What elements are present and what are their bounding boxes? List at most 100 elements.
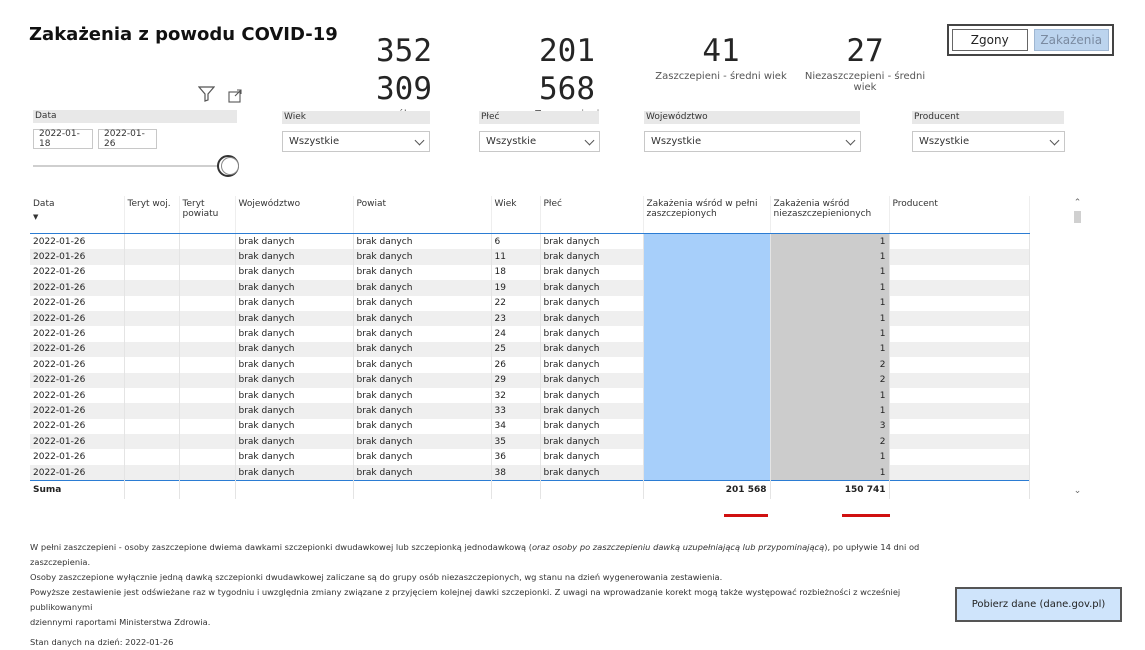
table-row[interactable]: 2022-01-26 brak danych brak danych 23 brak d… <box>30 310 1030 327</box>
cell-producer <box>889 434 1030 450</box>
cell-sex: brak danych <box>540 449 644 465</box>
deaths-toggle-button[interactable]: Zgony <box>952 29 1028 51</box>
producer-filter-label: Producent <box>912 111 1064 124</box>
kpi-unvaccinated-avg-age: 27 Niezaszczepieni - średni wiek <box>795 32 935 93</box>
cell-teryt-powiatu <box>179 434 236 450</box>
cell-teryt-powiatu <box>179 295 236 311</box>
view-toggle: Zgony Zakażenia <box>947 24 1114 56</box>
cell-teryt-powiatu <box>179 403 236 419</box>
table-row[interactable]: 2022-01-26 brak danych brak danych 11 brak d… <box>30 249 1030 265</box>
age-filter: Wiek <box>282 111 430 124</box>
voivodeship-select[interactable]: Wszystkie <box>644 131 861 152</box>
table-row[interactable]: 2022-01-26 brak danych brak danych 26 brak d… <box>30 357 1030 373</box>
cell-vaccinated-infections <box>643 464 771 481</box>
cell-teryt-powiatu <box>179 326 236 342</box>
voivodeship-select-value: Wszystkie <box>651 136 702 147</box>
date-to-input[interactable]: 2022-01-26 <box>98 129 157 149</box>
cell-producer <box>889 403 1030 419</box>
cell-unvaccinated-infections: 1 <box>770 280 890 296</box>
chevron-up-icon[interactable]: ⌃ <box>1073 198 1082 208</box>
cell-voivodeship: brak danych <box>235 280 354 296</box>
producer-select[interactable]: Wszystkie <box>912 131 1065 152</box>
cell-vaccinated-infections <box>643 264 771 281</box>
table-row[interactable]: 2022-01-26 brak danych brak danych 18 brak d… <box>30 264 1030 281</box>
table-row[interactable]: 2022-01-26 brak danych brak danych 19 brak d… <box>30 280 1030 296</box>
table-scrollbar[interactable]: ⌃ ⌄ <box>1071 198 1084 498</box>
cell-voivodeship: brak danych <box>235 449 354 465</box>
col-header-date[interactable]: Data ▼ <box>30 196 125 234</box>
cell-date: 2022-01-26 <box>30 434 125 450</box>
cell-teryt-woj <box>124 403 180 419</box>
cell-voivodeship: brak danych <box>235 464 354 481</box>
col-header-age[interactable]: Wiek <box>491 196 541 234</box>
col-header-unvaccinated-infections[interactable]: Zakażenia wśród niezaszczepienionych <box>770 196 890 234</box>
filter-icon[interactable] <box>197 86 216 106</box>
cell-teryt-woj <box>124 434 180 450</box>
cell-date: 2022-01-26 <box>30 326 125 342</box>
col-header-vaccinated-infections[interactable]: Zakażenia wśród w pełni zaszczepionych <box>643 196 771 234</box>
data-table: Data ▼ Teryt woj. Teryt powiatu Województ… <box>30 196 1030 500</box>
sum-unvaccinated: 150 741 <box>770 480 890 500</box>
cell-powiat: brak danych <box>353 418 492 435</box>
cell-teryt-powiatu <box>179 249 236 265</box>
cell-powiat: brak danych <box>353 357 492 373</box>
cell-voivodeship: brak danych <box>235 249 354 265</box>
cell-date: 2022-01-26 <box>30 403 125 419</box>
cell-unvaccinated-infections: 2 <box>770 372 890 388</box>
table-row[interactable]: 2022-01-26 brak danych brak danych 36 brak d… <box>30 449 1030 465</box>
cell-unvaccinated-infections: 1 <box>770 326 890 342</box>
cell-sex: brak danych <box>540 233 644 250</box>
cell-sex: brak danych <box>540 434 644 450</box>
table-row[interactable]: 2022-01-26 brak danych brak danych 38 brak d… <box>30 464 1030 481</box>
table-row[interactable]: 2022-01-26 brak danych brak danych 34 brak d… <box>30 418 1030 435</box>
col-header-sex[interactable]: Płeć <box>540 196 644 234</box>
table-row[interactable]: 2022-01-26 brak danych brak danych 24 brak d… <box>30 326 1030 342</box>
kpi-unvaccinated-avg-age-label: Niezaszczepieni - średni wiek <box>804 71 926 93</box>
infections-toggle-button[interactable]: Zakażenia <box>1033 29 1109 51</box>
date-from-input[interactable]: 2022-01-18 <box>33 129 93 149</box>
table-row[interactable]: 2022-01-26 brak danych brak danych 29 brak d… <box>30 372 1030 388</box>
cell-producer <box>889 249 1030 265</box>
cell-sex: brak danych <box>540 418 644 435</box>
sex-select[interactable]: Wszystkie <box>479 131 600 152</box>
cell-voivodeship: brak danych <box>235 387 354 404</box>
footnotes: W pełni zaszczepieni - osoby zaszczepion… <box>30 540 960 650</box>
cell-vaccinated-infections <box>643 357 771 373</box>
expand-icon[interactable] <box>228 88 243 107</box>
kpi-unvaccinated-avg-age-value: 27 <box>846 33 884 69</box>
chevron-down-icon[interactable]: ⌄ <box>1073 486 1082 496</box>
kpi-vaccinated-avg-age: 41 Zaszczepieni - średni wiek <box>655 32 787 82</box>
cell-sex: brak danych <box>540 357 644 373</box>
cell-age: 36 <box>491 449 541 465</box>
table-row[interactable]: 2022-01-26 brak danych brak danych 22 brak d… <box>30 295 1030 311</box>
cell-date: 2022-01-26 <box>30 264 125 281</box>
sex-select-value: Wszystkie <box>486 136 537 147</box>
col-header-producer[interactable]: Producent <box>889 196 1030 234</box>
cell-powiat: brak danych <box>353 310 492 327</box>
cell-teryt-woj <box>124 233 180 250</box>
sort-desc-icon[interactable]: ▼ <box>33 213 39 221</box>
table-row[interactable]: 2022-01-26 brak danych brak danych 6 brak da… <box>30 233 1030 250</box>
cell-voivodeship: brak danych <box>235 233 354 250</box>
cell-date: 2022-01-26 <box>30 310 125 327</box>
cell-powiat: brak danych <box>353 249 492 265</box>
col-header-powiat[interactable]: Powiat <box>353 196 492 234</box>
col-header-voivodeship[interactable]: Województwo <box>235 196 354 234</box>
download-data-button[interactable]: Pobierz dane (dane.gov.pl) <box>955 587 1122 622</box>
table-row[interactable]: 2022-01-26 brak danych brak danych 32 brak d… <box>30 387 1030 404</box>
cell-teryt-woj <box>124 310 180 327</box>
cell-producer <box>889 264 1030 281</box>
scrollbar-thumb[interactable] <box>1074 211 1081 223</box>
cell-sex: brak danych <box>540 387 644 404</box>
date-filter: Data <box>33 110 237 123</box>
col-header-teryt-powiatu[interactable]: Teryt powiatu <box>179 196 236 234</box>
table-row[interactable]: 2022-01-26 brak danych brak danych 35 brak d… <box>30 434 1030 450</box>
age-select[interactable]: Wszystkie <box>282 131 430 152</box>
cell-teryt-powiatu <box>179 387 236 404</box>
col-header-teryt-woj[interactable]: Teryt woj. <box>124 196 180 234</box>
chevron-down-icon <box>1049 135 1060 145</box>
table-row[interactable]: 2022-01-26 brak danych brak danych 33 brak d… <box>30 403 1030 419</box>
table-row[interactable]: 2022-01-26 brak danych brak danych 25 brak d… <box>30 341 1030 358</box>
date-slider-track[interactable] <box>33 165 229 167</box>
cell-date: 2022-01-26 <box>30 233 125 250</box>
